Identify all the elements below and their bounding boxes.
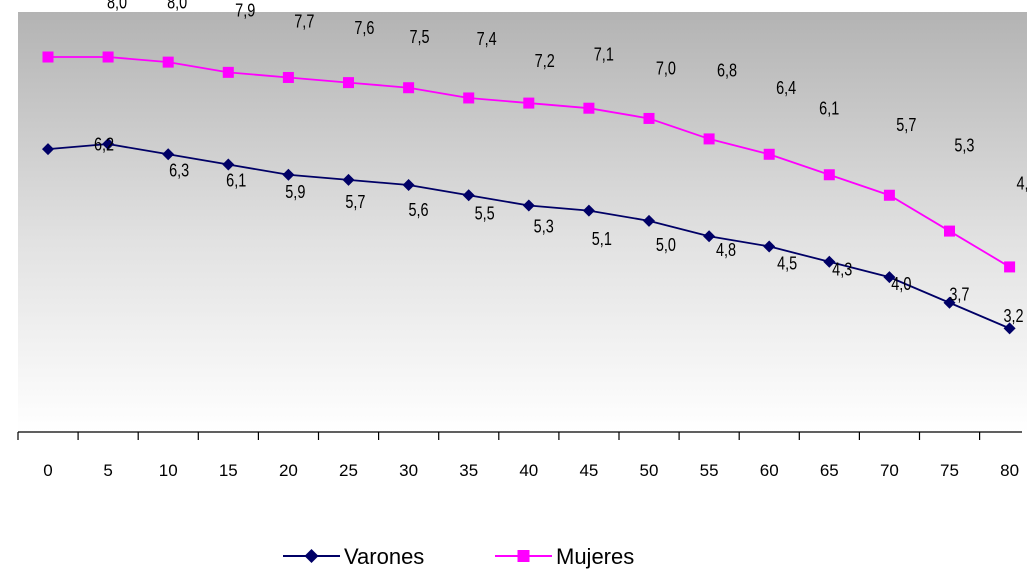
x-tick-label: 65 xyxy=(820,461,839,480)
data-point-mujeres xyxy=(403,82,415,94)
data-point-varones xyxy=(943,296,956,309)
x-tick-label: 10 xyxy=(159,461,178,480)
data-point-mujeres xyxy=(823,169,835,181)
data-label-varones: 5,6 xyxy=(408,199,428,220)
x-tick-label: 35 xyxy=(459,461,478,480)
data-label-varones: 4,8 xyxy=(716,239,736,260)
legend-marker-varones xyxy=(304,549,319,563)
data-label-varones: 5,5 xyxy=(475,203,495,224)
x-tick-label: 5 xyxy=(103,461,112,480)
data-label-mujeres: 5,3 xyxy=(954,135,974,156)
legend: Varones Mujeres xyxy=(283,544,634,569)
data-label-mujeres: 8,0 xyxy=(167,0,187,13)
data-point-varones xyxy=(462,189,475,202)
data-label-mujeres: 6,1 xyxy=(819,98,839,119)
data-label-mujeres: 7,9 xyxy=(235,0,255,21)
x-tick-label: 55 xyxy=(700,461,719,480)
data-label-varones: 6,1 xyxy=(226,170,246,191)
data-point-mujeres xyxy=(1004,261,1016,273)
data-point-mujeres xyxy=(162,56,174,68)
x-tick-label: 75 xyxy=(940,461,959,480)
x-tick-label: 15 xyxy=(219,461,238,480)
data-point-mujeres xyxy=(42,51,54,63)
data-label-varones: 4,0 xyxy=(891,273,911,294)
data-label-varones: 6,3 xyxy=(169,160,189,181)
data-label-varones: 3,7 xyxy=(949,284,969,305)
data-point-varones xyxy=(102,138,115,151)
x-tick-label: 20 xyxy=(279,461,298,480)
x-tick-label: 50 xyxy=(640,461,659,480)
data-point-mujeres xyxy=(703,133,715,145)
legend-label-varones: Varones xyxy=(344,544,424,569)
data-label-varones: 5,1 xyxy=(592,228,612,249)
data-point-varones xyxy=(162,148,175,161)
data-point-varones xyxy=(582,204,595,217)
data-point-varones xyxy=(522,199,535,212)
data-label-mujeres: 6,8 xyxy=(717,60,737,81)
x-axis: 0 5 10 15 20 25 30 35 40 45 50 55 60 65 70 75 80 xyxy=(17,431,1022,480)
data-point-mujeres xyxy=(643,112,655,124)
data-point-mujeres xyxy=(222,66,234,78)
x-tick-label: 70 xyxy=(880,461,899,480)
data-point-varones xyxy=(883,271,896,284)
data-label-varones: 4,5 xyxy=(777,253,797,274)
x-tick-label: 25 xyxy=(339,461,358,480)
data-label-mujeres: 8,0 xyxy=(107,0,127,13)
data-point-varones xyxy=(222,158,235,171)
data-point-mujeres xyxy=(583,102,595,114)
data-point-mujeres xyxy=(463,92,475,104)
data-point-mujeres xyxy=(763,148,775,160)
x-tick-label: 30 xyxy=(399,461,418,480)
data-label-mujeres: 7,6 xyxy=(354,17,374,38)
series-layer xyxy=(42,51,1016,335)
data-label-varones: 5,7 xyxy=(345,191,365,212)
data-point-mujeres xyxy=(944,225,955,237)
data-label-mujeres: 7,0 xyxy=(656,58,676,79)
x-tick-label: 80 xyxy=(1000,461,1019,480)
x-tick-label: 45 xyxy=(579,461,598,480)
data-label-varones: 4,3 xyxy=(832,259,852,280)
data-point-varones xyxy=(342,173,355,186)
data-point-varones xyxy=(282,168,295,181)
x-tick-label: 60 xyxy=(760,461,779,480)
data-point-varones xyxy=(643,214,655,227)
data-label-varones: 3,2 xyxy=(1003,305,1023,326)
x-tick-label: 0 xyxy=(43,461,52,480)
data-label-varones: 5,0 xyxy=(656,234,676,255)
data-label-varones: 5,3 xyxy=(534,216,554,237)
x-tick-label: 40 xyxy=(519,461,538,480)
data-label-mujeres: 7,5 xyxy=(409,26,429,47)
data-point-mujeres xyxy=(282,71,294,83)
data-label-varones: 5,9 xyxy=(285,181,305,202)
data-point-varones xyxy=(703,230,716,243)
data-label-mujeres: 7,4 xyxy=(477,28,497,49)
data-label-mujeres: 7,7 xyxy=(294,11,314,32)
data-point-mujeres xyxy=(102,51,114,63)
data-point-varones xyxy=(1003,322,1016,335)
legend-marker-mujeres xyxy=(517,550,530,562)
data-point-mujeres xyxy=(523,97,535,109)
data-labels: 6,2 6,3 6,1 5,9 5,7 5,6 5,5 5,3 5,1 5,0 4,8 4,5 4,3 4… xyxy=(94,0,1027,327)
data-point-mujeres xyxy=(343,77,354,89)
data-point-varones xyxy=(42,143,54,156)
data-label-mujeres: 5,7 xyxy=(896,114,916,135)
plot-area xyxy=(18,12,1027,432)
data-label-mujeres: 7,1 xyxy=(594,44,614,65)
data-label-mujeres: 7,2 xyxy=(535,50,555,71)
data-label-varones: 6,2 xyxy=(94,134,114,155)
legend-label-mujeres: Mujeres xyxy=(556,544,634,569)
data-point-varones xyxy=(402,179,415,191)
data-point-mujeres xyxy=(883,189,895,201)
data-point-varones xyxy=(823,255,836,268)
data-label-mujeres: 4,6 xyxy=(1016,173,1027,194)
data-point-varones xyxy=(763,240,776,253)
data-label-mujeres: 6,4 xyxy=(776,77,796,98)
